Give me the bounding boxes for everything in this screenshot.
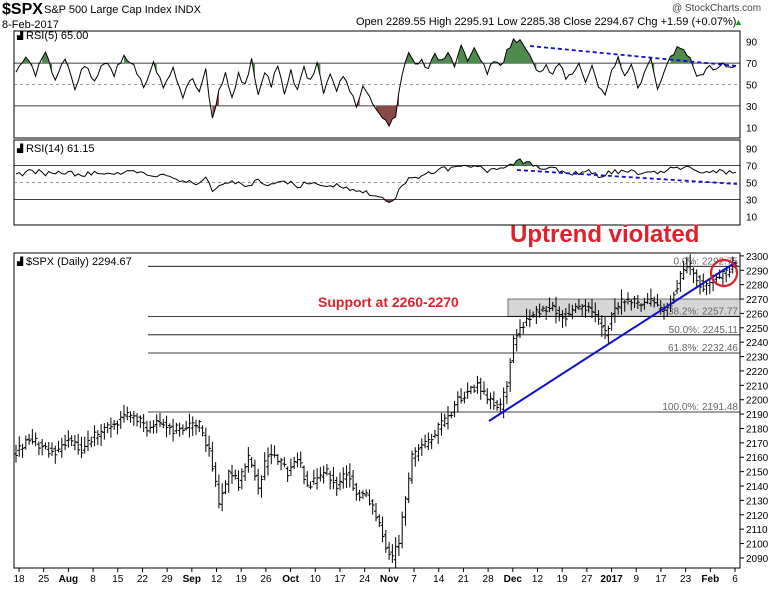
x-tick-label: 8 <box>90 574 96 585</box>
x-tick-label: 14 <box>433 574 445 585</box>
rsi5-tick-label: 10 <box>746 123 758 134</box>
rsi14-tick-label: 10 <box>746 213 758 224</box>
rsi5-icon: ▟ <box>16 30 24 40</box>
uptrend-line <box>488 261 737 422</box>
stockcharts-watermark: @ StockCharts.com <box>672 3 761 14</box>
price-tick-label: 2290 <box>746 266 769 277</box>
x-tick-label: 19 <box>236 574 248 585</box>
price-tick-label: 2120 <box>746 511 769 522</box>
price-tick-label: 2180 <box>746 424 769 435</box>
rsi5-label: RSI(5) 65.00 <box>26 30 88 42</box>
x-tick-label: 17 <box>334 574 346 585</box>
rsi5-tick-label: 90 <box>746 38 758 49</box>
x-tick-label: 27 <box>581 574 593 585</box>
rsi5-tick-label: 50 <box>746 81 758 92</box>
x-tick-label: 6 <box>732 574 738 585</box>
price-tick-label: 2260 <box>746 309 769 320</box>
quote-line: Open 2289.55 High 2295.91 Low 2285.38 Cl… <box>356 16 736 28</box>
rsi14-line <box>15 158 737 203</box>
x-tick-label: 2017 <box>600 574 623 585</box>
x-tick-label: 28 <box>483 574 495 585</box>
price-tick-label: 2130 <box>746 496 769 507</box>
price-tick-label: 2280 <box>746 281 769 292</box>
symbol-title: $SPX <box>2 1 43 18</box>
rsi5-overbought-fill <box>22 38 727 80</box>
price-tick-label: 2220 <box>746 367 769 378</box>
x-tick-label: Sep <box>183 574 201 585</box>
rsi14-divergence-line <box>516 169 738 185</box>
price-tick-label: 2140 <box>746 482 769 493</box>
rsi14-icon: ▟ <box>16 143 24 153</box>
rsi5-line <box>15 37 737 128</box>
symbol-description: S&P 500 Large Cap Index INDX <box>44 4 202 16</box>
x-tick-label: 12 <box>211 574 223 585</box>
x-tick-label: Feb <box>701 574 719 585</box>
uptrend-violated-annotation: Uptrend violated <box>510 221 699 248</box>
x-tick-label: 25 <box>38 574 50 585</box>
price-icon: ▟ <box>16 256 24 266</box>
x-tick-label: 12 <box>532 574 544 585</box>
rsi14-label: RSI(14) 61.15 <box>26 143 94 155</box>
x-tick-label: 18 <box>13 574 25 585</box>
rsi14-tick-label: 50 <box>746 179 758 190</box>
violation-circle <box>709 258 739 288</box>
price-label: $SPX (Daily) 2294.67 <box>26 256 132 268</box>
price-tick-label: 2250 <box>746 324 769 335</box>
rsi14-tick-label: 70 <box>746 162 758 173</box>
x-tick-label: 15 <box>112 574 124 585</box>
x-tick-label: Aug <box>59 574 78 585</box>
x-tick-label: Oct <box>282 574 299 585</box>
x-tick-label: 9 <box>633 574 639 585</box>
fib-label: 100.0%: 2191.48 <box>662 402 738 413</box>
price-tick-label: 2170 <box>746 439 769 450</box>
price-tick-label: 2210 <box>746 381 769 392</box>
x-tick-label: 10 <box>310 574 322 585</box>
price-tick-label: 2240 <box>746 338 769 349</box>
rsi14-tick-label: 90 <box>746 145 758 156</box>
price-tick-label: 2160 <box>746 453 769 464</box>
fib-label: 61.8%: 2232.46 <box>668 343 738 354</box>
x-tick-label: 19 <box>557 574 569 585</box>
fib-label: 0.0%: 2292.75 <box>674 256 739 267</box>
x-tick-label: 7 <box>411 574 417 585</box>
x-tick-label: 21 <box>458 574 470 585</box>
chart-date: 8-Feb-2017 <box>2 19 59 31</box>
x-tick-label: 17 <box>655 574 667 585</box>
price-tick-label: 2190 <box>746 410 769 421</box>
rsi14-oversold-fill <box>385 198 396 203</box>
rsi5-oversold-fill <box>212 89 399 126</box>
x-tick-label: 23 <box>680 574 692 585</box>
x-tick-label: 24 <box>359 574 371 585</box>
rsi5-tick-label: 30 <box>746 102 758 113</box>
price-tick-label: 2200 <box>746 396 769 407</box>
rsi14-tick-label: 30 <box>746 196 758 207</box>
price-tick-label: 2090 <box>746 554 769 565</box>
price-tick-label: 2300 <box>746 252 769 263</box>
support-annotation: Support at 2260-2270 <box>318 294 459 310</box>
price-tick-label: 2230 <box>746 353 769 364</box>
price-tick-label: 2100 <box>746 540 769 551</box>
rsi5-tick-label: 70 <box>746 59 758 70</box>
x-tick-label: Dec <box>504 574 523 585</box>
x-tick-label: 22 <box>137 574 149 585</box>
x-tick-label: Nov <box>380 574 399 585</box>
change-arrow: ▲ <box>734 17 743 27</box>
price-tick-label: 2110 <box>746 525 768 536</box>
fib-label: 50.0%: 2245.11 <box>669 325 739 336</box>
fib-label: 38.2%: 2257.77 <box>668 307 738 318</box>
price-tick-label: 2150 <box>746 468 769 479</box>
x-tick-label: 26 <box>260 574 272 585</box>
price-tick-label: 2270 <box>746 295 769 306</box>
x-tick-label: 29 <box>162 574 174 585</box>
price-panel <box>13 252 741 569</box>
rsi14-overbought-fill <box>464 158 540 169</box>
